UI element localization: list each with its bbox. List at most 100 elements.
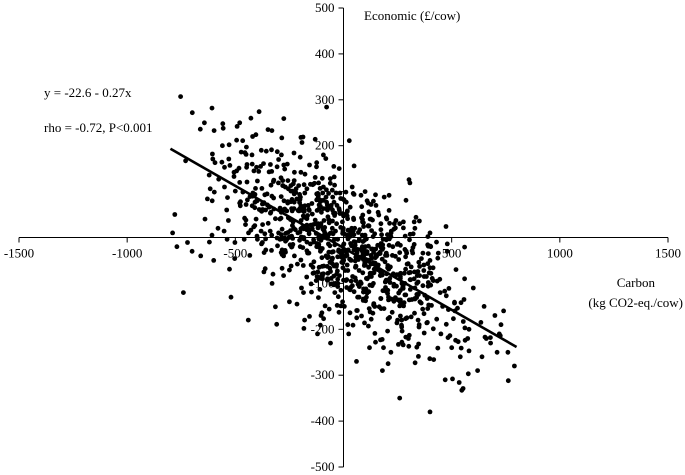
data-point [311,259,317,265]
data-point [366,264,371,270]
data-point [238,149,244,155]
data-point [323,156,329,162]
data-point [351,215,356,221]
data-point [391,283,397,289]
data-point [252,223,258,229]
data-point [276,180,281,186]
data-point [462,276,467,282]
data-point [266,169,272,175]
data-point [354,359,359,364]
data-point [246,230,251,236]
data-point [306,208,312,213]
data-point [337,211,343,217]
data-point [297,154,303,160]
data-point [210,156,216,162]
data-point [321,184,326,190]
data-point [227,266,232,272]
data-point [512,363,517,369]
data-point [332,290,338,295]
data-point [501,308,506,314]
data-point [226,156,232,162]
data-point [505,378,511,384]
data-point [406,297,412,303]
data-point [299,285,304,291]
data-point [465,371,471,377]
data-point [327,265,333,271]
data-point [387,276,393,281]
y-tick-label: -500 [311,459,335,474]
data-point [412,225,418,231]
data-point [254,164,259,170]
data-point [352,246,358,251]
data-point [345,208,350,214]
data-point [202,216,208,222]
data-point [255,236,260,242]
data-point [494,349,500,355]
data-point [449,345,455,351]
data-point [434,239,439,245]
data-point [312,217,318,223]
data-point [370,310,376,316]
data-point [296,183,302,189]
data-point [327,231,333,236]
data-point [385,263,391,268]
data-point [328,276,334,281]
data-point [301,208,307,214]
data-point [385,232,390,238]
data-point [386,242,392,248]
data-point [318,247,324,253]
y-tick-label: -300 [311,367,335,382]
data-point [359,313,364,319]
data-point [240,138,246,144]
data-point [362,262,368,267]
data-point [362,232,368,238]
data-point [316,192,321,198]
data-point [321,263,327,269]
data-point [234,124,240,129]
data-point [270,271,276,277]
data-point [308,281,314,287]
data-point [273,304,278,310]
data-point [348,241,353,246]
data-point [281,273,286,278]
x-tick-label: -1500 [4,246,34,261]
data-point [417,218,422,224]
data-point [224,207,230,213]
data-point [297,206,303,212]
data-point [221,228,227,234]
data-point [350,274,355,279]
data-point [269,232,275,238]
data-point [285,178,291,184]
data-point [335,254,341,260]
data-point [318,322,323,328]
data-point [300,134,306,140]
data-point [378,227,384,233]
data-point [417,264,422,269]
data-point [347,310,353,316]
data-point [206,172,212,178]
data-point [329,187,335,193]
data-point [295,261,300,267]
data-point [326,306,332,312]
data-point [314,160,320,166]
data-point [430,265,436,271]
data-point [278,194,284,200]
data-point [317,287,323,292]
data-point [245,317,251,323]
data-point [300,263,306,268]
data-point [466,326,472,332]
data-point [362,237,367,243]
data-point [358,192,364,198]
data-point [407,231,413,237]
data-point [263,148,269,154]
data-point [355,281,361,287]
data-point [417,273,422,278]
data-point [421,268,427,273]
data-point [287,242,293,248]
data-point [338,196,344,201]
data-point [359,204,365,210]
data-point [324,277,330,283]
data-point [380,288,386,294]
data-point [291,150,297,156]
